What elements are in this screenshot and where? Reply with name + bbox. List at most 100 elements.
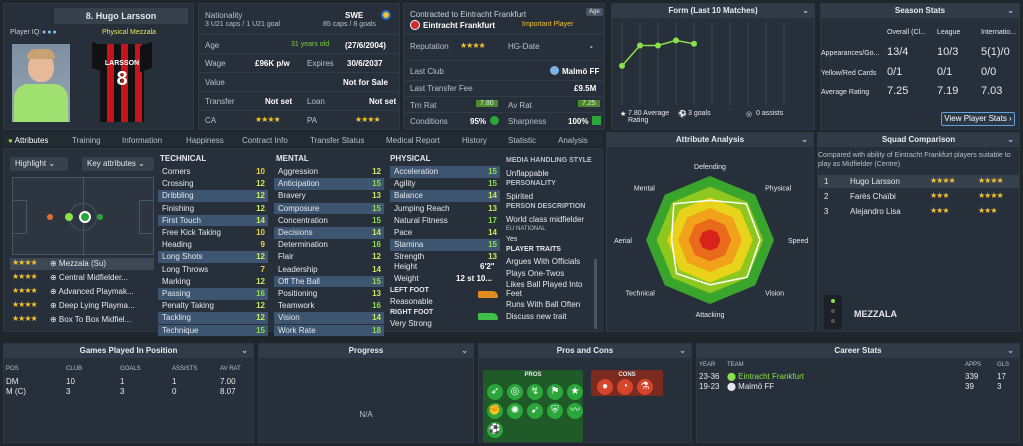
attribute-row[interactable]: Work Rate 18 <box>274 324 384 337</box>
role-row[interactable]: ★★★★ ⊕ Deep Lying Playma... <box>10 300 154 312</box>
tab-history[interactable]: History <box>462 136 487 145</box>
chevron-down-icon[interactable]: ⌄ <box>1007 346 1014 355</box>
attribute-row[interactable]: Pace 14 <box>390 227 500 239</box>
career-col-header[interactable]: APPS <box>965 362 982 368</box>
pro-stamina-icon[interactable]: 〰 <box>567 403 583 419</box>
pro-star-icon[interactable]: ★ <box>567 384 583 400</box>
attribute-row[interactable]: Determination 16 <box>274 239 384 251</box>
con-heading-icon[interactable]: ◔ <box>617 379 633 395</box>
pro-strength-icon[interactable]: ✊ <box>487 403 503 419</box>
attribute-row[interactable]: Concentration 15 <box>274 215 384 227</box>
last-club-value[interactable]: Malmö FF <box>562 67 600 76</box>
analysis-header[interactable]: Attribute Analysis ⌄ <box>607 133 813 147</box>
trait-item[interactable]: Likes Ball Played Into Feet <box>506 280 583 298</box>
attribute-row[interactable]: Decisions 14 <box>274 227 384 239</box>
attribute-row[interactable]: Off The Ball 15 <box>274 275 384 288</box>
attribute-row[interactable]: Positioning 13 <box>274 288 384 300</box>
pro-brain-icon[interactable]: ✺ <box>507 403 523 419</box>
form-point[interactable] <box>691 40 697 47</box>
progress-header[interactable]: Progress ⌄ <box>259 344 473 358</box>
tab-attributes[interactable]: ● Attributes <box>8 136 49 145</box>
attribute-row[interactable]: Passing 16 <box>158 288 268 300</box>
highlight-dropdown[interactable]: Highlight ⌄ <box>10 157 68 171</box>
pro-control-icon[interactable]: ⚑ <box>547 384 563 400</box>
attribute-row[interactable]: Balance 14 <box>390 190 500 202</box>
tab-information[interactable]: Information <box>122 136 163 145</box>
attribute-row[interactable]: Flair 12 <box>274 251 384 263</box>
attribute-row[interactable]: Agility 15 <box>390 178 500 190</box>
attribute-row[interactable]: Jumping Reach 13 <box>390 203 500 215</box>
squad-row[interactable]: 1 Hugo Larsson ★★★★ ★★★★ <box>818 175 1019 188</box>
attribute-row[interactable]: Marking 12 <box>158 276 268 288</box>
games-col-header[interactable]: AV RAT <box>220 366 241 372</box>
attribute-row[interactable]: Long Throws 7 <box>158 264 268 276</box>
attribute-row[interactable]: Stamina 15 <box>390 239 500 251</box>
tab-training[interactable]: Training <box>72 136 101 145</box>
key-attributes-dropdown[interactable]: Key attributes ⌄ <box>82 157 154 171</box>
position-dot-main[interactable] <box>79 211 91 223</box>
form-point[interactable] <box>637 42 643 49</box>
attribute-row[interactable]: Long Shots 12 <box>158 251 268 263</box>
attribute-row[interactable]: Technique 15 <box>158 324 268 337</box>
attribute-row[interactable]: Crossing 12 <box>158 178 268 190</box>
squad-row[interactable]: 3 Alejandro Lisa ★★★ ★★★ <box>818 205 1019 218</box>
attribute-row[interactable]: Strength 13 <box>390 251 500 263</box>
form-header[interactable]: Form (Last 10 Matches) ⌄ <box>612 4 814 18</box>
attribute-row[interactable]: Heading 9 <box>158 239 268 251</box>
attribute-row[interactable]: Composure 15 <box>274 202 384 215</box>
attribute-row[interactable]: Dribbling 12 <box>158 190 268 202</box>
tab-analysis[interactable]: Analysis <box>558 136 588 145</box>
pro-run-icon[interactable]: ➹ <box>527 403 543 419</box>
tab-medical-report[interactable]: Medical Report <box>386 136 440 145</box>
attribute-row[interactable]: Anticipation 15 <box>274 178 384 190</box>
attribute-row[interactable]: Corners 10 <box>158 166 268 178</box>
career-col-header[interactable]: YEAR <box>699 362 716 368</box>
chevron-down-icon[interactable]: ⌄ <box>1007 135 1014 144</box>
position-dot-mc[interactable] <box>65 213 73 221</box>
chevron-down-icon[interactable]: ⌄ <box>1007 6 1014 15</box>
chevron-down-icon[interactable]: ⌄ <box>801 135 808 144</box>
trait-item[interactable]: Argues With Officials <box>506 257 581 266</box>
traits-scrollbar[interactable] <box>594 259 597 329</box>
form-point[interactable] <box>655 42 661 49</box>
position-dot-am[interactable] <box>97 214 103 220</box>
career-team[interactable]: ⬤ Malmö FF <box>727 382 775 391</box>
player-name-bar[interactable]: 8. Hugo Larsson <box>54 8 188 24</box>
chevron-down-icon[interactable]: ⌄ <box>679 346 686 355</box>
attribute-row[interactable]: First Touch 14 <box>158 214 268 227</box>
career-col-header[interactable]: GLS <box>997 362 1010 368</box>
tab-contract-info[interactable]: Contract Info <box>242 136 288 145</box>
squad-row[interactable]: 2 Farès Chaïbi ★★★ ★★★★ <box>818 190 1019 203</box>
chevron-down-icon[interactable]: ⌄ <box>461 346 468 355</box>
club-name[interactable]: Eintracht Frankfurt <box>423 21 496 30</box>
role-row[interactable]: ★★★★ ⊕ Box To Box Midfiel... <box>10 314 154 326</box>
attribute-row[interactable]: Aggression 12 <box>274 166 384 178</box>
pro-shield-icon[interactable]: ⛨ <box>547 403 563 419</box>
career-team[interactable]: ⬤ Eintracht Frankfurt <box>727 372 804 381</box>
con-setpiece-icon[interactable]: ⚗ <box>637 379 653 395</box>
attribute-row[interactable]: Bravery 13 <box>274 190 384 202</box>
attribute-row[interactable]: Teamwork 16 <box>274 300 384 312</box>
games-col-header[interactable]: GOALS <box>120 366 141 372</box>
tab-transfer-status[interactable]: Transfer Status <box>310 136 365 145</box>
trait-item[interactable]: Plays One-Twos <box>506 269 565 278</box>
form-point[interactable] <box>673 37 679 44</box>
games-header[interactable]: Games Played In Position ⌄ <box>4 344 253 358</box>
career-col-header[interactable]: TEAM <box>727 362 744 368</box>
con-aerial-icon[interactable]: ● <box>597 379 613 395</box>
tab-statistic[interactable]: Statistic <box>508 136 537 145</box>
attribute-row[interactable]: Acceleration 15 <box>390 166 500 178</box>
games-col-header[interactable]: POS <box>6 366 19 372</box>
role-row[interactable]: ★★★★ ⊕ Advanced Playmak... <box>10 286 154 298</box>
games-col-header[interactable]: CLUB <box>66 366 83 372</box>
trait-item[interactable]: Discuss new trait <box>506 312 567 321</box>
pro-ball-icon[interactable]: ⚽ <box>487 422 503 438</box>
loan-value[interactable]: Not set <box>369 97 397 106</box>
form-point[interactable] <box>619 62 625 69</box>
attribute-row[interactable]: Free Kick Taking 10 <box>158 227 268 239</box>
pro-dribble-icon[interactable]: ↯ <box>527 384 543 400</box>
proscons-header[interactable]: Pros and Cons ⌄ <box>479 344 691 358</box>
attribute-row[interactable]: Finishing 12 <box>158 203 268 215</box>
chevron-down-icon[interactable]: ⌄ <box>241 346 248 355</box>
transfer-value[interactable]: Not set <box>265 97 293 106</box>
